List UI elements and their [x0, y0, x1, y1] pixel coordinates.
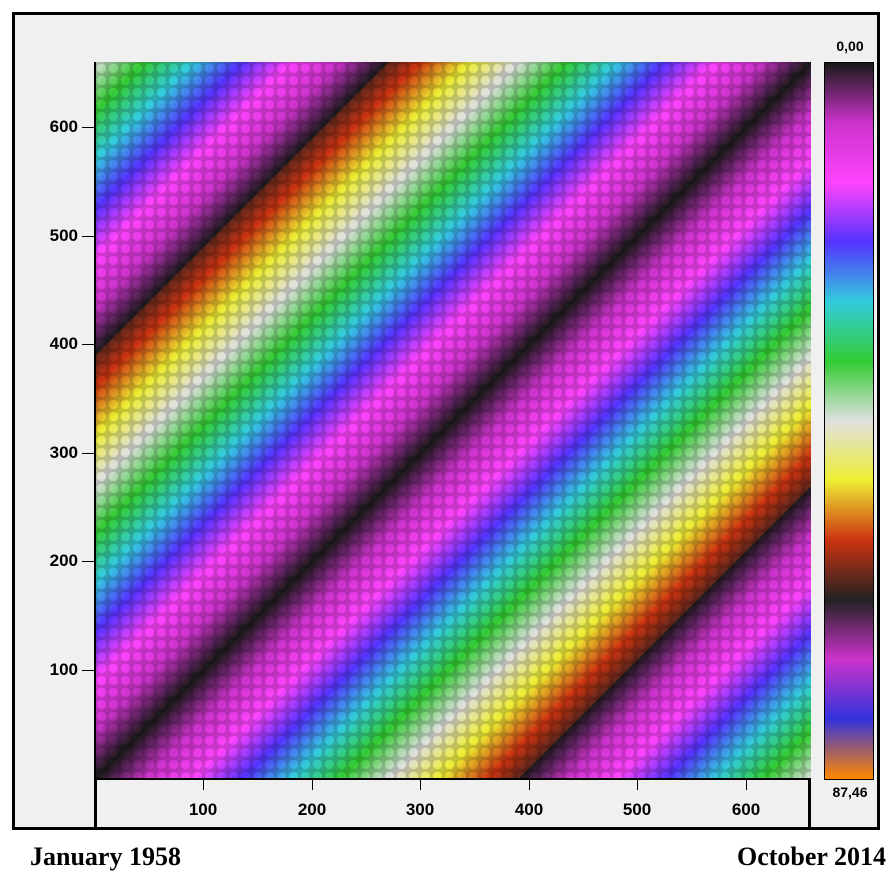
- x-tick-mark: [312, 778, 313, 790]
- x-tick-mark: [529, 778, 530, 790]
- colorbar-min-label: 0,00: [836, 38, 864, 54]
- x-tick-mark: [420, 778, 421, 790]
- y-tick-mark: [82, 127, 94, 128]
- y-tick-label: 400: [49, 334, 78, 353]
- x-axis-left-bracket: [94, 778, 97, 828]
- colorbar: [824, 62, 874, 780]
- x-axis-right-bracket: [808, 778, 811, 828]
- x-axis-line: [95, 778, 811, 780]
- colorbar-max-label: 87,46: [832, 784, 868, 800]
- y-tick-label: 300: [49, 443, 78, 462]
- y-tick-label: 500: [49, 226, 78, 245]
- caption-end-date: October 2014: [737, 842, 886, 871]
- x-tick-mark: [637, 778, 638, 790]
- x-tick-label: 200: [297, 800, 327, 819]
- x-tick-mark: [203, 778, 204, 790]
- x-tick-label: 100: [188, 800, 218, 819]
- x-tick-mark: [746, 778, 747, 790]
- x-tick-label: 500: [622, 800, 652, 819]
- caption-start-date: January 1958: [30, 842, 181, 871]
- x-tick-label: 300: [405, 800, 435, 819]
- y-tick-label: 100: [49, 660, 78, 679]
- x-tick-label: 400: [514, 800, 544, 819]
- y-tick-mark: [82, 453, 94, 454]
- y-tick-mark: [82, 561, 94, 562]
- y-tick-label: 200: [49, 551, 78, 570]
- y-tick-mark: [82, 670, 94, 671]
- y-tick-mark: [82, 344, 94, 345]
- x-tick-label: 600: [731, 800, 761, 819]
- heatmap-plot-area: [95, 62, 811, 778]
- y-tick-mark: [82, 236, 94, 237]
- y-axis-line: [94, 62, 96, 778]
- y-tick-label: 600: [49, 117, 78, 136]
